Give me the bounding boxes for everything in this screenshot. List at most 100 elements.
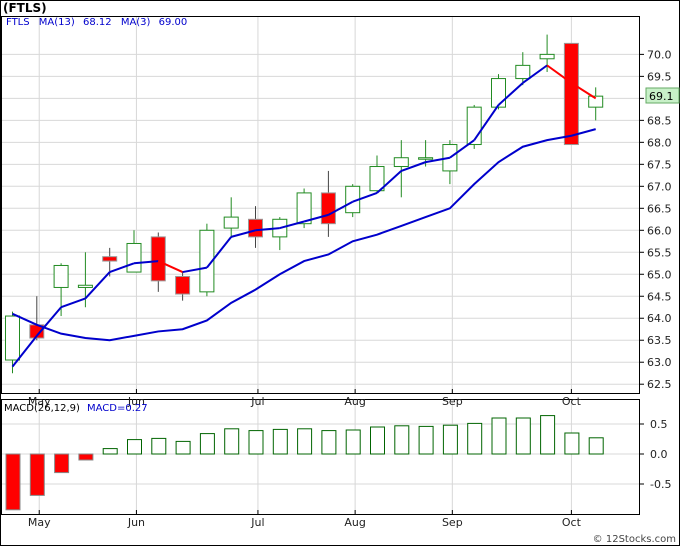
ma3-segment [522,64,548,84]
x-tick-label: Sep [442,395,463,408]
ma3-segment [279,220,305,230]
macd-x-tick-label: Jul [250,516,264,529]
candle-body [126,242,142,273]
candle-body [53,264,69,288]
legend-symbol: FTLS [6,17,30,28]
y-tick-label: 62.5 [647,378,672,391]
macd-bar [175,440,191,455]
macd-bar [102,448,118,455]
ma13-line [12,128,596,342]
ma3-segment [60,297,86,309]
ma3-segment [157,260,184,273]
macd-bar [78,453,94,461]
macd-y-ticks: 0.5 0.0 -0.5 [639,418,671,491]
watermark: © 12Stocks.com [593,534,676,545]
macd-bar [272,428,288,455]
macd-x-tick-label: Sep [442,516,463,529]
y-tick-label: 66.0 [647,224,672,237]
macd-bar [297,428,313,455]
y-tick-label: 63.0 [647,356,672,369]
y-tick-label: 69.5 [647,70,672,83]
x-tick-label: Oct [562,395,582,408]
x-tick-label: May [28,395,51,408]
macd-bar [224,428,240,455]
macd-y-tick-label: 0.0 [650,448,668,461]
symbol-label: (FTLS) [3,1,47,15]
ma3-segment [11,335,38,368]
candle-body [102,256,118,262]
ma3-segment [109,262,135,274]
ma3-segment [425,156,451,164]
ma3-segment [352,191,378,203]
macd-bar [588,437,604,455]
macd-bar [442,424,458,455]
legend-line: FTLS MA(13) 68.12 MA(3) 69.00 [6,17,187,28]
ma3-segment [497,82,524,106]
macd-bar [467,422,483,455]
candle-body [199,229,215,293]
macd-bar [54,453,70,474]
candle-body [320,192,336,225]
macd-title: MACD(26,12,9) [4,403,80,414]
ma3-segment [327,200,354,216]
y-tick-label: 68.0 [647,136,672,149]
ma3-segment [400,161,426,172]
candle-body [150,236,166,282]
macd-bar [418,425,434,455]
y-tick-label: 65.0 [647,268,672,281]
macd-bar [127,439,142,455]
candle-body [296,192,312,225]
candle-body [418,157,434,160]
x-tick-label: Jul [250,395,264,408]
macd-bar [394,425,410,455]
legend-ma13-value: 68.12 [83,17,112,28]
macd-bar [491,417,507,455]
ma3-segment [133,260,159,265]
price-panel-frame [1,16,640,394]
candle-body [5,315,20,361]
macd-bar [515,417,531,455]
macd-bar [199,433,215,455]
macd-x-tick-label: Oct [562,516,582,529]
moving-averages [11,64,597,368]
candle-body [588,95,604,108]
y-tick-label: 66.5 [647,202,672,215]
candle-body [248,218,263,238]
ma3-segment [546,64,572,84]
candle-body [223,216,239,229]
macd-x-tick-label: Jun [127,516,145,529]
macd-bar [5,453,21,511]
last-price-label: 69.1 [649,90,674,103]
macd-bar [151,437,167,455]
candle-body [563,42,579,146]
macd-x-tick-label: Aug [344,516,365,529]
macd-bar [540,415,556,455]
legend-ma3-value: 69.00 [159,17,188,28]
macd-bar [370,426,385,455]
macd-bar [564,432,580,455]
y-tick-label: 68.5 [647,114,672,127]
macd-x-tick-label: May [28,516,51,529]
candle-body [515,64,531,80]
legend-ma13: MA(13) [39,17,75,28]
ma3-segment [255,227,280,232]
macd-panel-frame [1,399,640,515]
ma3-segment [84,271,111,300]
macd-y-tick-label: -0.5 [650,478,671,491]
candle-body [539,53,555,60]
ma3-segment [376,170,402,194]
x-ticks: May May Jun Jun Jul Jul Aug Aug Sep Sep Oct Oct [28,389,582,529]
macd-value-label: MACD=0.27 [87,403,148,414]
y-tick-label: 67.5 [647,158,672,171]
macd-bar [321,430,337,455]
y-tick-label: 64.5 [647,290,672,303]
candle-body [77,284,93,288]
ma3-segment [303,213,329,223]
ma3-segment [206,236,232,269]
ma3-segment [449,139,475,159]
macd-bar [345,429,361,455]
candle-body [369,166,385,192]
y-tick-label: 63.5 [647,334,672,347]
ma3-segment [36,306,62,337]
